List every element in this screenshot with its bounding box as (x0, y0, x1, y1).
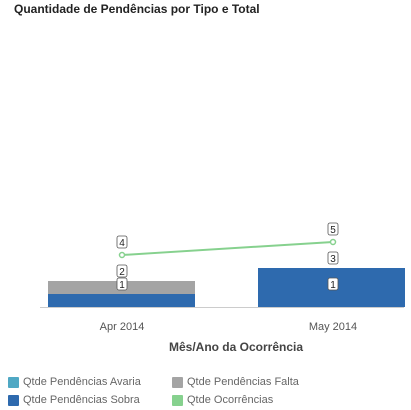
bar-qtde-pend-ncias-sobra-0 (48, 294, 195, 307)
data-label-total-box (327, 251, 339, 265)
x-tick-label: Apr 2014 (100, 321, 145, 333)
x-axis-title: Mês/Ano da Ocorrência (169, 340, 303, 354)
data-label-sobra: 1 (119, 280, 125, 291)
data-label-total: 3 (330, 254, 336, 265)
data-label-falta-box (116, 264, 128, 278)
data-label-ocorrencias: 4 (119, 238, 125, 249)
line-point (329, 238, 337, 246)
data-label-sobra: 1 (330, 280, 336, 291)
data-label-sobra-box (327, 277, 339, 291)
line-qtde-ocorr-ncias (121, 241, 334, 256)
legend-label-ocorrencias: Qtde Ocorrências (187, 394, 274, 406)
chart-area: Apr 2014 May 2014 Mês/Ano da Ocorrência 1 2 1… (40, 222, 405, 354)
legend-label-avaria: Qtde Pendências Avaria (23, 376, 141, 388)
legend-swatch-avaria (8, 376, 19, 388)
x-tick-label: May 2014 (309, 321, 357, 333)
legend-label-sobra: Qtde Pendências Sobra (23, 394, 140, 406)
chart-title: Quantidade de Pendências por Tipo e Tota… (14, 2, 260, 16)
legend-item-ocorrencias[interactable]: Qtde Ocorrências (172, 394, 273, 406)
data-label-ocorrencias-box (327, 222, 339, 236)
legend-item-sobra[interactable]: Qtde Pendências Sobra (8, 394, 140, 406)
data-label-falta: 2 (119, 267, 125, 278)
legend-item-falta[interactable]: Qtde Pendências Falta (172, 376, 299, 388)
legend-swatch-ocorrencias (172, 394, 183, 406)
legend-swatch-falta (172, 376, 183, 388)
data-label-ocorrencias: 5 (330, 225, 336, 236)
line-point (118, 251, 126, 259)
legend-swatch-sobra (8, 394, 19, 406)
data-label-ocorrencias-box (116, 235, 128, 249)
legend-item-avaria[interactable]: Qtde Pendências Avaria (8, 376, 141, 388)
data-label-sobra-box (116, 277, 128, 291)
legend-label-falta: Qtde Pendências Falta (187, 376, 299, 388)
